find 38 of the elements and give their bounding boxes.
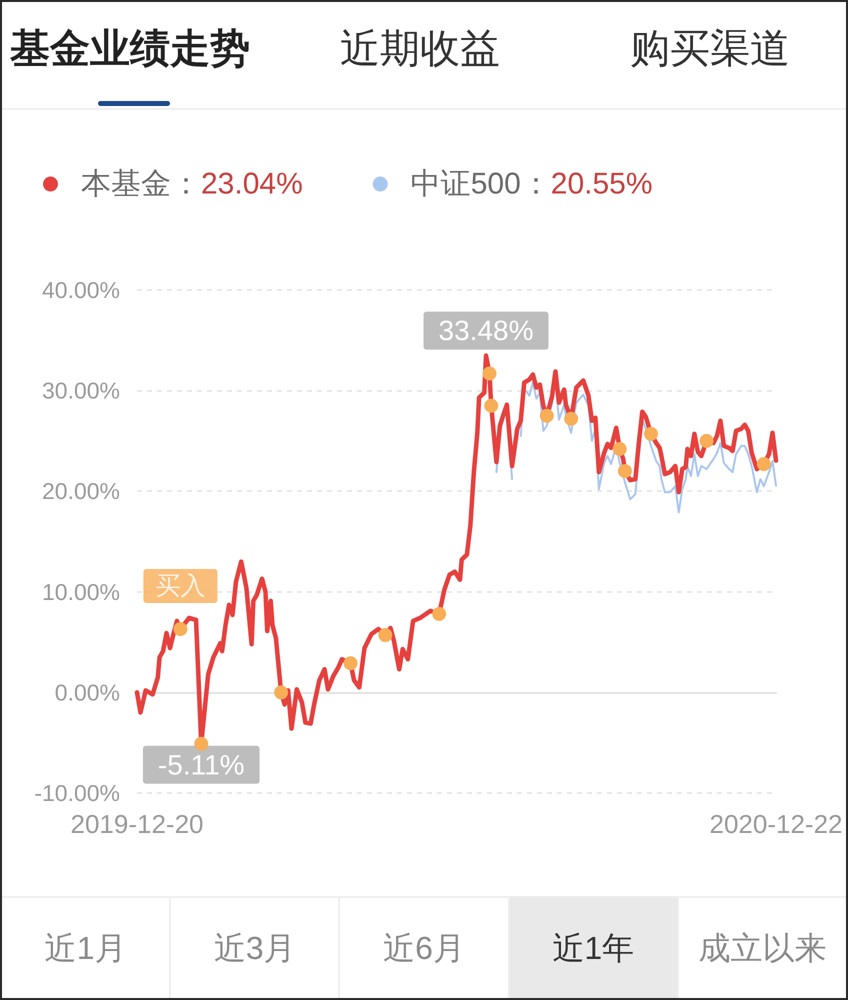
text: 23.04% [201,168,303,200]
tab-label: 成立以来 [698,929,826,967]
y-tick-label: 20.00% [42,478,120,504]
point [432,606,446,621]
point [344,656,358,670]
data-label: -5.11% [158,749,245,780]
tab-label: 近1月 [44,929,126,967]
y-tick-label: -10.00% [34,780,120,806]
point [644,426,658,441]
point [378,628,392,642]
point [564,412,578,426]
point [173,622,188,636]
tab-label: 近6月 [383,929,465,967]
data-label: 33.48% [438,315,534,346]
y-tick-label: 0.00% [54,679,120,706]
point [484,398,498,413]
tab-label: 近1年 [552,929,634,967]
point [756,457,771,472]
legend-label: 本基金： [81,168,201,200]
point [274,685,288,700]
y-tick-label: 30.00% [42,378,120,404]
point [540,408,554,423]
legend-label: 中证500： [410,168,551,200]
y-tick-label: 40.00% [42,277,120,303]
tab-label: 近期收益 [340,26,500,72]
point [612,442,627,456]
tab-label: 基金业绩走势 [10,26,250,72]
x-tick-label: 2019-12-20 [70,809,204,839]
point [618,464,632,478]
point [482,366,496,380]
point [194,736,208,751]
tab-label: 近3月 [214,929,296,967]
point [700,434,714,448]
x-tick-label: 2020-12-22 [710,809,842,839]
annotation: 买入 [155,572,206,600]
y-tick-label: 10.00% [42,578,120,605]
text: 20.55% [550,168,653,200]
tab-label: 购买渠道 [630,26,790,72]
